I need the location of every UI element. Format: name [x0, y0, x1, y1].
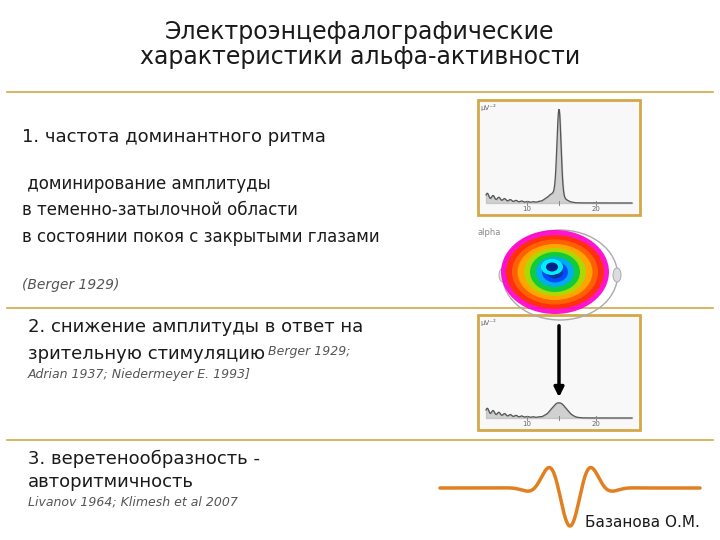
Text: 20: 20 [591, 421, 600, 427]
Ellipse shape [542, 261, 568, 282]
Text: Berger 1929;: Berger 1929; [260, 345, 351, 358]
Ellipse shape [536, 257, 574, 287]
Ellipse shape [506, 235, 604, 309]
Text: 10: 10 [523, 206, 531, 212]
Text: Базанова О.М.: Базанова О.М. [585, 515, 700, 530]
Text: (Berger 1929): (Berger 1929) [22, 278, 120, 292]
Text: авторитмичность: авторитмичность [28, 473, 194, 491]
Text: Livanov 1964; Klimesh et al 2007: Livanov 1964; Klimesh et al 2007 [28, 496, 238, 509]
Text: 1. частота доминантного ритма: 1. частота доминантного ритма [22, 128, 326, 146]
Ellipse shape [518, 244, 593, 300]
Text: доминирование амплитуды
в теменно-затылочной области
в состоянии покоя с закрыты: доминирование амплитуды в теменно-затыло… [22, 175, 379, 246]
Text: alpha: alpha [478, 228, 501, 237]
Ellipse shape [547, 266, 563, 279]
Ellipse shape [546, 262, 558, 272]
Text: Adrian 1937; Niedermeyer E. 1993]: Adrian 1937; Niedermeyer E. 1993] [28, 368, 251, 381]
Ellipse shape [501, 230, 609, 314]
Ellipse shape [613, 268, 621, 282]
Ellipse shape [551, 268, 559, 275]
Ellipse shape [530, 252, 580, 292]
Ellipse shape [499, 268, 507, 282]
Text: μV⁻²: μV⁻² [480, 319, 496, 326]
Ellipse shape [541, 259, 563, 275]
Text: Электроэнцефалографические: Электроэнцефалографические [166, 20, 554, 44]
Text: μV⁻²: μV⁻² [480, 104, 496, 111]
Text: 10: 10 [523, 421, 531, 427]
Text: характеристики альфа-активности: характеристики альфа-активности [140, 45, 580, 69]
FancyBboxPatch shape [478, 100, 640, 215]
Text: зрительную стимуляцию: зрительную стимуляцию [28, 345, 265, 363]
Ellipse shape [524, 248, 586, 296]
Ellipse shape [512, 240, 598, 305]
Text: 20: 20 [591, 206, 600, 212]
FancyBboxPatch shape [478, 315, 640, 430]
Text: 3. веретенообразность -: 3. веретенообразность - [28, 450, 260, 468]
Text: 2. снижение амплитуды в ответ на: 2. снижение амплитуды в ответ на [28, 318, 364, 336]
